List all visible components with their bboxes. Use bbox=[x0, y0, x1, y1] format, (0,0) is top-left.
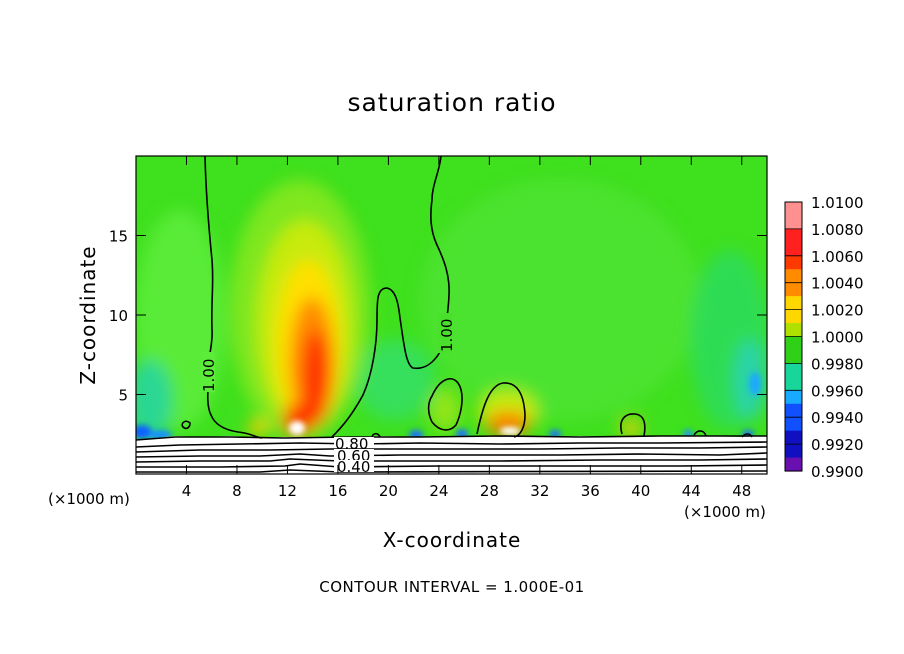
contour-line bbox=[136, 446, 767, 453]
contour-line bbox=[136, 435, 767, 441]
x-axis-ticks: 4 8 12 16 20 24 28 32 36 40 44 48 bbox=[182, 156, 751, 500]
x-tick-label: 4 bbox=[182, 482, 192, 500]
x-unit-right: (×1000 m) bbox=[684, 503, 766, 521]
colorbar-label: 0.9920 bbox=[811, 436, 864, 454]
colorbar-swatch bbox=[785, 269, 802, 284]
colorbar-swatch bbox=[785, 296, 802, 311]
x-axis-label: X-coordinate bbox=[382, 528, 522, 552]
colorbar-label: 1.0020 bbox=[811, 302, 864, 320]
colorbar-label: 1.0100 bbox=[811, 194, 864, 212]
colorbar-label: 1.0080 bbox=[811, 221, 864, 239]
colorbar-label: 0.9940 bbox=[811, 409, 864, 427]
contour-label: 0.40 bbox=[337, 458, 370, 476]
x-tick-label: 40 bbox=[631, 482, 650, 500]
colorbar-swatch bbox=[785, 242, 802, 257]
colorbar-swatch bbox=[785, 282, 802, 297]
y-tick-label: 10 bbox=[109, 307, 128, 325]
contour-line bbox=[693, 430, 707, 437]
colorbar-swatch bbox=[785, 349, 802, 364]
colorbar-label: 1.0060 bbox=[811, 248, 864, 266]
x-unit-left: (×1000 m) bbox=[48, 490, 130, 508]
colorbar-label: 1.0040 bbox=[811, 275, 864, 293]
y-axis-label: Z-coordinate bbox=[76, 245, 100, 385]
colorbar-label: 0.9900 bbox=[811, 463, 864, 481]
colorbar-swatch bbox=[785, 255, 802, 270]
y-tick-label: 15 bbox=[109, 228, 128, 246]
colorbar-swatch bbox=[785, 336, 802, 351]
x-tick-label: 36 bbox=[581, 482, 600, 500]
colorbar-swatch bbox=[785, 403, 802, 418]
colorbar-swatch bbox=[785, 376, 802, 391]
colorbar-swatch bbox=[785, 417, 802, 432]
colorbar-swatch bbox=[785, 228, 802, 243]
x-tick-label: 44 bbox=[682, 482, 701, 500]
colorbar-swatch bbox=[785, 309, 802, 324]
chart-title: saturation ratio bbox=[347, 88, 557, 117]
colorbar-swatch bbox=[785, 323, 802, 338]
colorbar-swatch bbox=[785, 202, 802, 217]
contour-line bbox=[136, 458, 767, 463]
contour-line bbox=[427, 378, 463, 431]
x-tick-label: 28 bbox=[480, 482, 499, 500]
contour-line bbox=[181, 420, 191, 430]
contour-line bbox=[136, 469, 767, 473]
contour-interval-note: CONTOUR INTERVAL = 1.000E-01 bbox=[319, 578, 585, 596]
colorbar-swatch bbox=[785, 444, 802, 459]
x-tick-label: 8 bbox=[232, 482, 242, 500]
contour-lines bbox=[136, 156, 767, 473]
contour-labels: 1.00 1.00 0.80 0.60 0.40 bbox=[200, 313, 456, 476]
colorbar-swatch bbox=[785, 215, 802, 230]
y-tick-label: 5 bbox=[118, 387, 128, 405]
contour-label: 0.80 bbox=[335, 435, 368, 453]
contour-line bbox=[620, 413, 646, 437]
y-axis-ticks: 5 10 15 bbox=[109, 228, 767, 405]
colorbar-swatch bbox=[785, 363, 802, 378]
x-tick-label: 12 bbox=[278, 482, 297, 500]
colorbar-swatch bbox=[785, 430, 802, 445]
x-tick-label: 20 bbox=[379, 482, 398, 500]
x-tick-label: 24 bbox=[429, 482, 448, 500]
contour-line bbox=[136, 441, 767, 448]
x-tick-label: 32 bbox=[530, 482, 549, 500]
contour-line bbox=[136, 452, 767, 458]
x-tick-label: 16 bbox=[328, 482, 347, 500]
colorbar-label: 0.9960 bbox=[811, 382, 864, 400]
contour-line bbox=[331, 156, 450, 438]
x-tick-label: 48 bbox=[732, 482, 751, 500]
colorbar-swatch bbox=[785, 390, 802, 405]
contour-line bbox=[476, 382, 526, 438]
colorbar-label: 1.0000 bbox=[811, 329, 864, 347]
colorbar: 1.0100 1.0080 1.0060 1.0040 1.0020 1.0000 0.99… bbox=[784, 194, 864, 481]
contour-label: 1.00 bbox=[200, 359, 218, 392]
colorbar-label: 0.9980 bbox=[811, 355, 864, 373]
contour-label: 1.00 bbox=[438, 319, 456, 352]
colorbar-swatch bbox=[785, 457, 802, 472]
